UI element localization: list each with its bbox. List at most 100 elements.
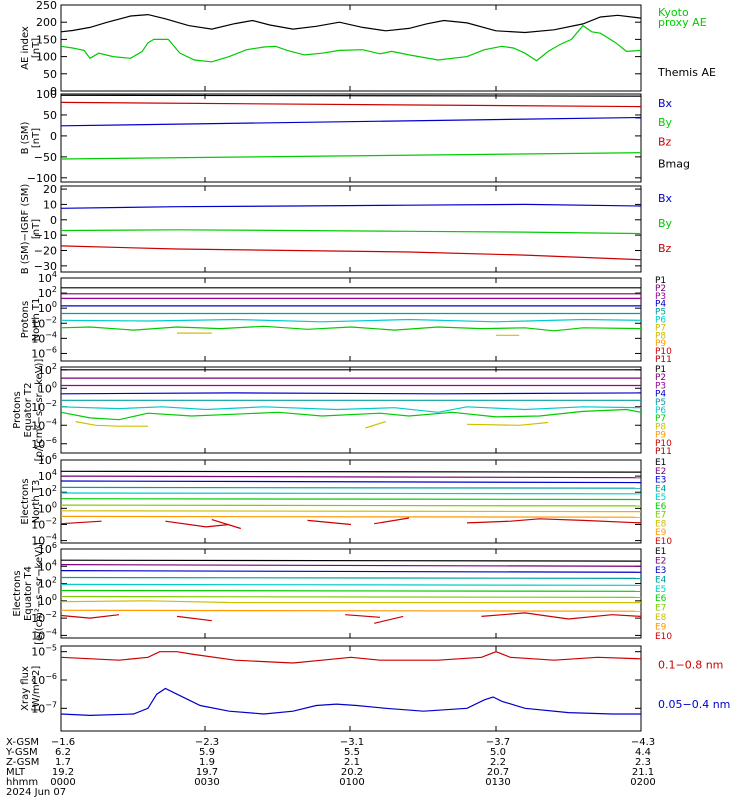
y-tick-exponent: 2 xyxy=(52,362,57,371)
y-tick-exponent: 6 xyxy=(52,541,57,550)
y-axis-label: [e/(cm²−s−sr−keV)] xyxy=(34,542,45,645)
footer-value: 2.3 xyxy=(635,757,651,768)
legend-label: E9 xyxy=(655,528,667,538)
series-line-e9 xyxy=(60,609,642,612)
panel-frame xyxy=(60,93,642,183)
y-tick-label: −30 xyxy=(34,260,57,273)
y-tick-exponent: −5 xyxy=(45,644,57,653)
y-tick-label: 100 xyxy=(36,88,57,101)
legend-label: P3 xyxy=(655,381,666,391)
panel-frame xyxy=(60,185,642,273)
y-tick-label: 250 xyxy=(36,0,57,12)
y-axis-label: Protons xyxy=(12,391,23,428)
footer-value: 1.7 xyxy=(55,757,71,768)
y-tick-label: 100 xyxy=(36,51,57,64)
y-tick-exponent: 4 xyxy=(52,270,57,279)
legend-label: P11 xyxy=(655,355,672,365)
footer-value: 19.7 xyxy=(196,767,218,778)
series-line-bx xyxy=(60,116,642,127)
legend-label: P7 xyxy=(655,323,666,333)
series-line-e1 xyxy=(60,559,642,562)
y-tick-label: 10−5 xyxy=(31,644,57,659)
y-tick-label: 104 xyxy=(38,270,57,285)
series-line-p7 xyxy=(60,408,642,421)
series-line-by xyxy=(60,229,642,235)
series-line-e10 xyxy=(374,615,404,624)
series-line-e10 xyxy=(165,520,230,528)
legend-label: E8 xyxy=(655,613,667,623)
series-line-p4 xyxy=(60,392,642,395)
y-axis-label: Electrons xyxy=(12,570,23,616)
series-line-e5 xyxy=(60,583,642,586)
y-tick-exponent: 0 xyxy=(52,500,57,509)
legend-label: P1 xyxy=(655,365,666,375)
y-axis-label: B (SM) xyxy=(20,121,31,154)
legend-label: E2 xyxy=(655,467,666,477)
panel-frame xyxy=(60,459,642,544)
y-axis-label: Protons xyxy=(20,301,31,338)
series-line-e10 xyxy=(481,612,642,620)
legend-label: proxy AE xyxy=(658,16,707,29)
y-tick-label: 150 xyxy=(36,33,57,46)
y-tick-exponent: −4 xyxy=(45,627,57,636)
y-tick-exponent: 0 xyxy=(52,593,57,602)
legend-label: P5 xyxy=(655,398,666,408)
legend-label: E9 xyxy=(655,623,667,633)
legend-label: P10 xyxy=(655,347,672,357)
footer-value: 19.2 xyxy=(52,767,74,778)
legend-label: P4 xyxy=(655,390,666,400)
y-tick-exponent: −6 xyxy=(45,672,57,681)
series-line-p6 xyxy=(60,318,642,323)
y-tick-exponent: 2 xyxy=(52,285,57,294)
legend-label: E3 xyxy=(655,566,666,576)
legend-label: E7 xyxy=(655,604,666,614)
y-axis-label: Equator T4 xyxy=(23,566,34,621)
y-axis-label: [nT] xyxy=(31,219,42,239)
series-line-p6 xyxy=(60,406,642,413)
y-tick-exponent: −2 xyxy=(45,516,57,525)
y-tick-label: −50 xyxy=(34,151,57,164)
footer-value: 6.2 xyxy=(55,747,71,758)
footer-value: 0000 xyxy=(50,777,75,788)
legend-label: P10 xyxy=(655,439,672,449)
footer-value: 20.2 xyxy=(341,767,363,778)
legend-label: Bx xyxy=(658,97,673,110)
series-line-p8b xyxy=(365,421,386,429)
series-line-e10 xyxy=(60,614,120,619)
series-line-e3 xyxy=(60,570,642,573)
legend-label: 0.05−0.4 nm xyxy=(658,698,730,711)
footer-row-label: Y-GSM xyxy=(5,747,38,758)
footer-value: 20.7 xyxy=(487,767,509,778)
y-tick-label: 50 xyxy=(43,68,57,81)
legend-label: E1 xyxy=(655,547,666,557)
legend-label: P6 xyxy=(655,406,666,416)
legend-label: P2 xyxy=(655,373,666,383)
legend-label: E6 xyxy=(655,502,667,512)
y-axis-label: AE index xyxy=(20,26,31,70)
series-line-e10 xyxy=(211,519,241,530)
series-line-e10 xyxy=(176,615,212,622)
series-line-e10 xyxy=(466,518,642,524)
footer-value: 0130 xyxy=(485,777,510,788)
series-line-e6 xyxy=(60,498,642,501)
legend-label: Bz xyxy=(658,242,672,255)
series-line-e4 xyxy=(60,486,642,489)
legend-label: Kyoto xyxy=(658,6,689,19)
series-line-e7 xyxy=(60,595,642,598)
y-tick-exponent: −2 xyxy=(45,399,57,408)
y-tick-exponent: −4 xyxy=(45,533,57,542)
y-tick-exponent: −2 xyxy=(45,315,57,324)
footer-value: 21.1 xyxy=(632,767,654,778)
y-tick-label: 200 xyxy=(36,16,57,29)
series-line-e10 xyxy=(307,519,352,526)
panel-frame xyxy=(60,645,642,732)
footer-value: 0100 xyxy=(339,777,364,788)
legend-label: E10 xyxy=(655,632,672,642)
legend-label: 0.1−0.8 nm xyxy=(658,659,723,672)
legend-label: P7 xyxy=(655,414,666,424)
panel-2: −100 −50 0 50 100 B (SM) [nT] Bx By Bz Bmag xyxy=(20,88,690,185)
legend-label: E5 xyxy=(655,585,666,595)
